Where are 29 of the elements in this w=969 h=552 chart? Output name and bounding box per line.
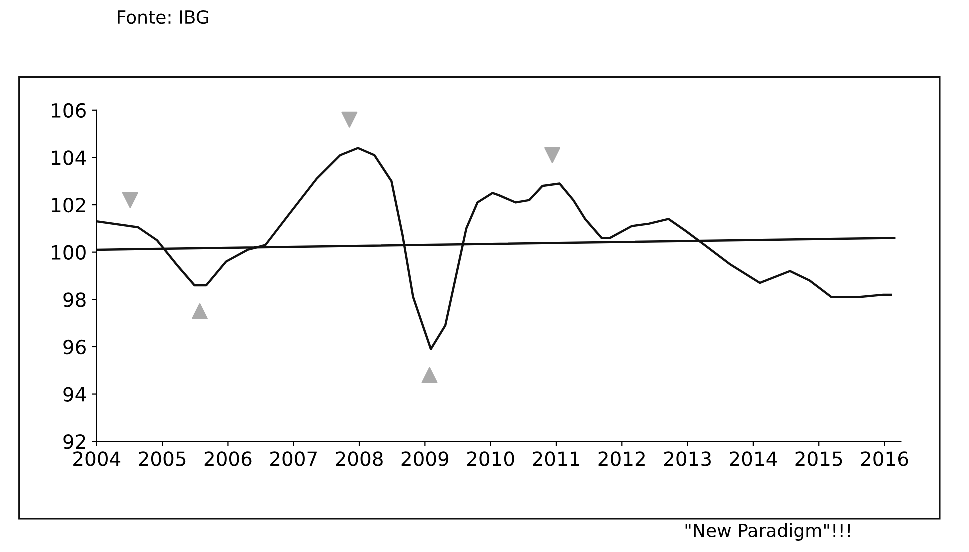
point: [544, 147, 561, 164]
source-note: Fonte: IBG: [118, 10, 208, 24]
x-tick-label: 2012: [598, 452, 645, 466]
y-tick-label: 106: [52, 103, 86, 118]
point: [342, 112, 358, 128]
y-tick-label: 98: [64, 292, 86, 308]
y-tick-label: 104: [52, 150, 86, 166]
point: [192, 304, 208, 320]
y-tick-label: 94: [64, 387, 86, 402]
x-tick-label: 2009: [402, 452, 449, 466]
x-tick-label: 2004: [74, 452, 121, 466]
x-tick-label: 2007: [270, 452, 317, 466]
x-tick-label: 2008: [336, 452, 383, 466]
x-tick-label: 2005: [139, 452, 186, 466]
line-series: [96, 147, 892, 350]
point: [422, 367, 438, 384]
y-tick-label: 92: [64, 434, 86, 450]
y-tick-label: 102: [52, 198, 86, 213]
y-tick-label: 96: [64, 340, 86, 355]
x-tick-label: 2014: [730, 452, 778, 466]
x-tick-label: 2006: [204, 452, 252, 466]
text: "New Paradigm"!!!: [686, 523, 850, 541]
x-tick-label: 2010: [468, 452, 514, 466]
x-tick-label: 2016: [861, 452, 908, 466]
y-tick-label: 100: [52, 245, 86, 260]
x-tick-label: 2013: [664, 452, 711, 466]
x-tick-label: 2011: [533, 452, 580, 466]
point: [122, 192, 138, 208]
x-tick-label: 2015: [796, 452, 842, 466]
